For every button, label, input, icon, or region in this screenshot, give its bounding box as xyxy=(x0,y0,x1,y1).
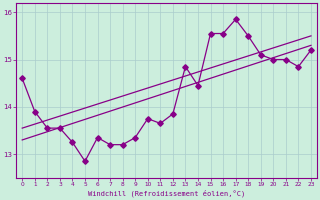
X-axis label: Windchill (Refroidissement éolien,°C): Windchill (Refroidissement éolien,°C) xyxy=(88,190,245,197)
